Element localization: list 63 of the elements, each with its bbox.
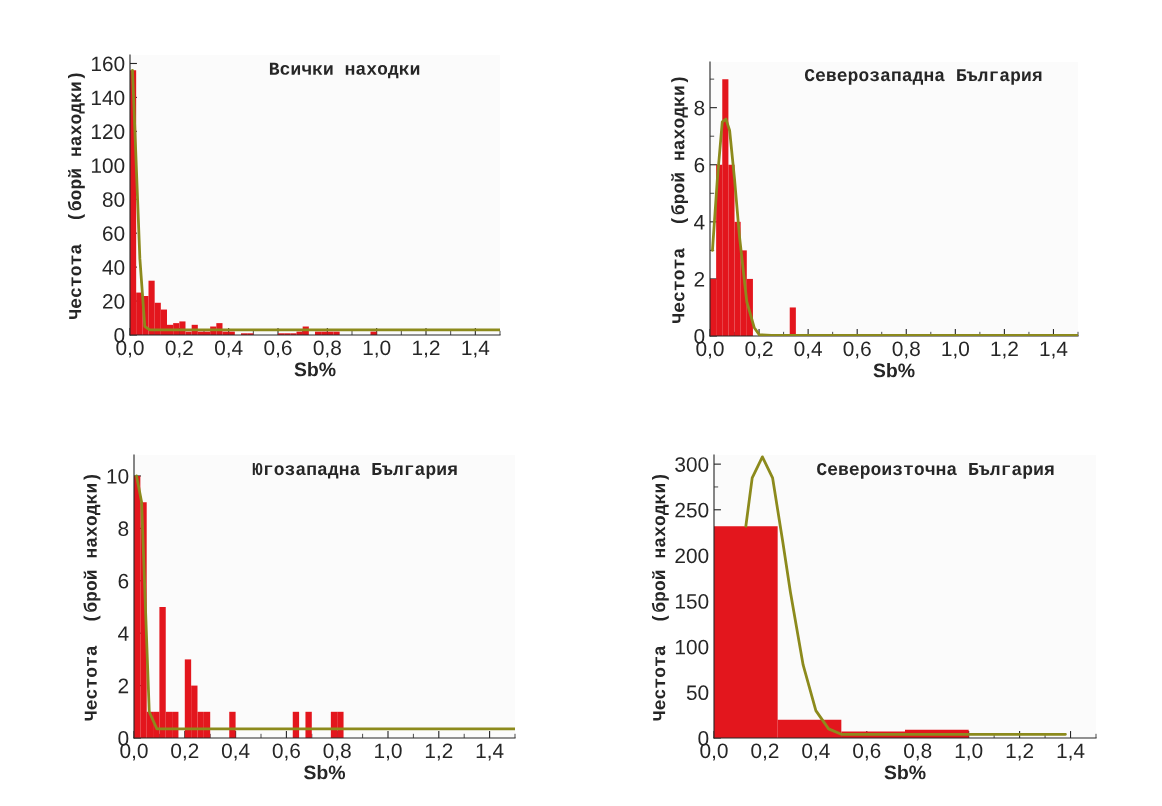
chart-title: Североизточна България — [817, 462, 1054, 479]
x-axis-title: Sb% — [303, 765, 346, 780]
y-axis-title: Честота (брой находки) — [83, 474, 101, 721]
x-axis-title: Sb% — [884, 765, 926, 780]
x-tick-label: 1,2 — [413, 340, 440, 358]
x-tick-label: 0,4 — [802, 743, 830, 761]
y-tick-label: 8 — [694, 100, 705, 116]
y-axis-title: Честота (борй находки) — [67, 73, 85, 320]
y-tick-label: 60 — [103, 226, 125, 241]
x-axis-title: Sb% — [873, 363, 915, 378]
x-tick-label: 0,4 — [221, 743, 250, 761]
x-tick-label: 1,0 — [363, 340, 391, 358]
y-tick-label: 6 — [694, 157, 705, 173]
x-tick-label: 1,2 — [425, 743, 453, 761]
y-tick-label: 2 — [118, 678, 129, 694]
x-tick-label: 0,4 — [215, 340, 243, 358]
y-axis-title: Честота (брой находки) — [671, 77, 688, 324]
y-tick-label: 20 — [103, 294, 125, 309]
x-tick-label: 0,2 — [171, 743, 199, 761]
y-tick-label: 4 — [694, 215, 705, 230]
x-tick-label: 0,2 — [745, 341, 773, 359]
x-tick-label: 0,8 — [892, 341, 920, 359]
y-tick-label: 2 — [694, 271, 705, 287]
y-tick-label: 6 — [118, 573, 129, 589]
x-tick-label: 0,8 — [904, 743, 932, 761]
x-tick-label: 1,0 — [942, 341, 969, 359]
x-tick-label: 1,4 — [1057, 743, 1085, 761]
x-tick-label: 0,6 — [853, 743, 881, 761]
y-tick-label: 140 — [91, 90, 125, 106]
x-tick-label: 1,2 — [991, 341, 1018, 359]
y-tick-label: 40 — [102, 260, 125, 275]
y-tick-label: 250 — [675, 502, 709, 518]
y-tick-label: 10 — [107, 468, 129, 484]
x-tick-label: 0,4 — [794, 341, 823, 359]
x-tick-label: 0,2 — [751, 743, 779, 761]
x-tick-label: 1,4 — [1040, 341, 1068, 359]
x-tick-label: 1,0 — [955, 743, 983, 761]
x-tick-label: 0,8 — [323, 743, 351, 761]
x-tick-label: 0,8 — [313, 340, 341, 358]
y-tick-label: 300 — [675, 457, 709, 472]
y-tick-label: 4 — [118, 626, 129, 641]
chart-title: Югозападна България — [252, 462, 457, 479]
chart-title: Северозападна България — [804, 68, 1042, 85]
y-tick-label: 100 — [675, 639, 709, 655]
y-tick-label: 8 — [118, 521, 129, 537]
x-tick-label: 1,2 — [1006, 743, 1034, 761]
y-tick-label: 100 — [91, 158, 125, 174]
x-tick-label: 1,0 — [375, 743, 402, 761]
y-axis-title: Честота (брой находки) — [651, 474, 669, 721]
y-tick-label: 160 — [91, 56, 125, 72]
x-tick-label: 0,2 — [165, 340, 193, 358]
y-tick-label: 50 — [686, 685, 709, 701]
y-tick-label: 120 — [91, 124, 125, 140]
x-axis-title: Sb% — [294, 362, 336, 377]
x-tick-label: 0,6 — [264, 340, 292, 358]
chart-title: Всички находки — [269, 62, 420, 79]
y-tick-label: 80 — [102, 192, 125, 207]
x-tick-label: 0,6 — [272, 743, 300, 761]
x-tick-label: 0,6 — [843, 341, 871, 359]
x-tick-label: 1,4 — [462, 340, 490, 358]
y-tick-label: 200 — [675, 548, 709, 564]
y-tick-label: 150 — [675, 594, 709, 609]
x-tick-label: 1,4 — [476, 743, 504, 761]
